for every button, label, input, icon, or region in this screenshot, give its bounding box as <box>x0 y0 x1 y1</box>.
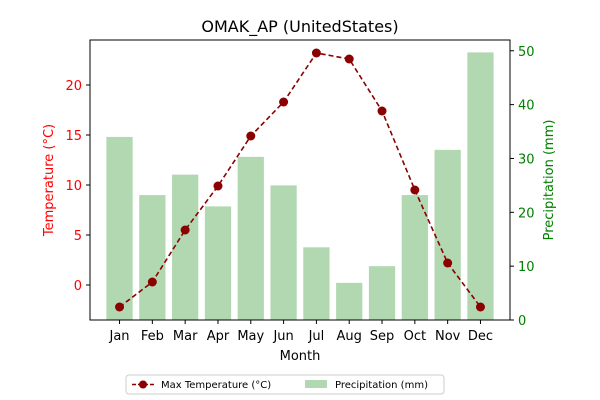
left-axis-ticks: 0 5 10 15 20 <box>65 79 90 294</box>
legend-temp-label: Max Temperature (°C) <box>161 380 271 391</box>
temperature-point <box>147 277 157 287</box>
temperature-point <box>213 181 223 191</box>
temperature-point <box>443 258 453 268</box>
precipitation-bar <box>139 195 166 320</box>
left-tick-label: 10 <box>65 179 82 194</box>
x-tick-label: Oct <box>404 329 426 344</box>
temperature-point <box>410 185 420 195</box>
x-tick-label: Jul <box>308 329 325 344</box>
x-tick-label: Sep <box>370 329 395 344</box>
right-axis-label: Precipitation (mm) <box>542 120 557 241</box>
precipitation-bar <box>401 195 428 320</box>
right-tick-label: 20 <box>518 206 535 221</box>
precipitation-bars <box>106 52 494 321</box>
temperature-point <box>475 302 485 312</box>
chart-title: OMAK_AP (UnitedStates) <box>201 17 398 37</box>
left-tick-label: 15 <box>65 129 82 144</box>
precipitation-bar <box>303 247 330 320</box>
precipitation-bar <box>368 266 396 320</box>
precipitation-bar <box>434 149 461 320</box>
precipitation-bar <box>106 136 133 320</box>
x-tick-label: Feb <box>141 329 164 344</box>
right-tick-label: 30 <box>518 152 535 167</box>
legend: Max Temperature (°C) Precipitation (mm) <box>125 374 445 395</box>
temperature-point <box>344 54 354 64</box>
x-tick-label: Mar <box>173 329 198 344</box>
x-tick-label: May <box>237 329 264 344</box>
plot-frame <box>89 39 511 321</box>
left-tick-label: 20 <box>65 79 82 94</box>
right-tick-label: 0 <box>518 314 526 329</box>
temperature-point <box>246 131 256 141</box>
temperature-point <box>115 302 125 312</box>
right-tick-label: 10 <box>518 260 535 275</box>
legend-frame <box>125 374 445 395</box>
left-tick-label: 5 <box>74 229 82 244</box>
temperature-line <box>115 48 485 312</box>
x-tick-label: Dec <box>468 329 493 344</box>
x-axis-label: Month <box>280 349 321 364</box>
legend-precip-swatch <box>305 380 327 388</box>
x-tick-label: Jan <box>109 329 130 344</box>
x-tick-label: Nov <box>435 329 461 344</box>
temperature-point <box>180 225 190 235</box>
legend-temp-swatch-marker <box>139 380 147 389</box>
precipitation-bar <box>172 174 199 320</box>
left-axis-label: Temperature (°C) <box>42 124 57 237</box>
temperature-point <box>311 48 321 58</box>
temperature-point <box>377 106 387 116</box>
precipitation-bar <box>270 185 297 320</box>
x-tick-label: Apr <box>207 329 230 344</box>
precipitation-bar <box>204 206 232 320</box>
temperature-line-path <box>119 52 482 308</box>
x-axis-ticks: Jan Feb Mar Apr May Jun Jul Aug Sep Oct Nov Dec <box>109 320 493 344</box>
x-tick-label: Jun <box>272 329 293 344</box>
precipitation-bar <box>237 156 264 320</box>
right-tick-label: 40 <box>518 99 535 114</box>
right-axis-ticks: 0 10 20 30 40 50 <box>510 45 535 329</box>
left-tick-label: 0 <box>74 279 82 294</box>
x-tick-label: Aug <box>337 329 362 344</box>
precipitation-bar <box>467 52 494 321</box>
temperature-point <box>279 97 289 107</box>
right-tick-label: 50 <box>518 45 535 60</box>
legend-precip-label: Precipitation (mm) <box>335 380 428 391</box>
precipitation-bar <box>336 282 363 320</box>
